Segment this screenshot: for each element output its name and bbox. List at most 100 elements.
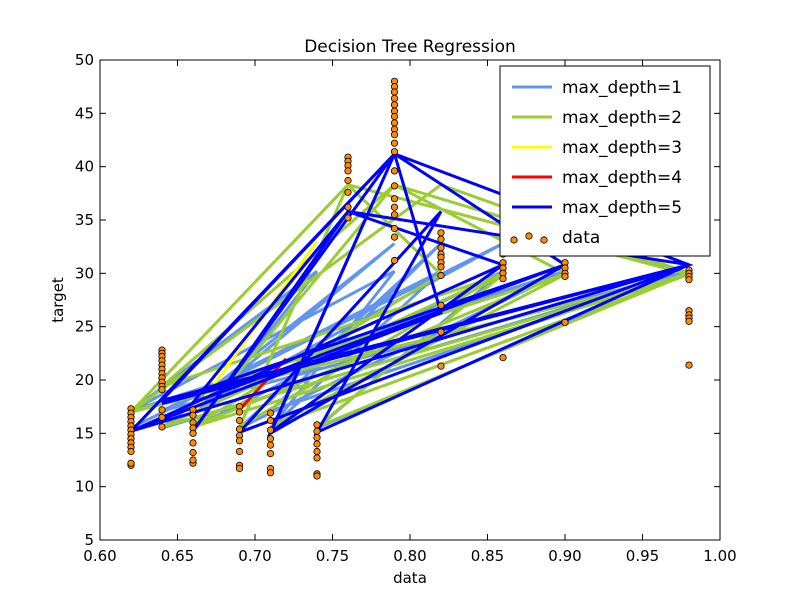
data-point (390, 195, 399, 203)
data-point (685, 276, 693, 284)
y-tick-label: 40 (75, 158, 94, 176)
x-tick-label: 0.80 (393, 547, 426, 565)
x-tick-label: 1.00 (703, 547, 736, 565)
data-point (235, 464, 244, 473)
data-point (344, 214, 352, 222)
data-point (437, 263, 445, 271)
legend-box (499, 65, 711, 257)
legend: max_depth=1 max_depth=2 max_depth=3 max_dep… (499, 65, 711, 257)
data-point (313, 421, 321, 429)
x-tick-label: 0.65 (161, 547, 194, 565)
data-point (390, 256, 399, 265)
y-tick-label: 20 (75, 371, 94, 389)
data-point (390, 139, 399, 147)
data-point (561, 272, 569, 281)
y-tick-label: 15 (75, 424, 94, 442)
data-point (158, 413, 166, 421)
data-point (266, 426, 275, 434)
legend-label-2: max_depth=2 (562, 108, 682, 128)
y-tick-label: 45 (75, 104, 94, 122)
data-point (266, 409, 275, 417)
data-point (390, 131, 399, 139)
y-axis-label: target (49, 277, 67, 323)
data-point (499, 275, 507, 283)
legend-marker-data (525, 232, 533, 240)
data-point (313, 447, 321, 456)
data-point (390, 101, 399, 109)
data-point (158, 406, 166, 414)
y-tick-label: 5 (84, 531, 94, 549)
legend-label-4: max_depth=4 (562, 168, 682, 188)
data-point (437, 244, 445, 252)
scatter-layer (127, 77, 693, 480)
data-point (390, 112, 399, 121)
data-point (313, 454, 321, 462)
data-point (189, 429, 197, 437)
data-point (189, 411, 197, 419)
y-tick-label: 50 (75, 51, 94, 69)
x-axis-label: data (393, 569, 427, 587)
data-point (235, 425, 244, 433)
data-point (437, 271, 445, 280)
y-tick-label: 25 (75, 318, 94, 336)
data-point (499, 353, 507, 362)
data-point (235, 437, 244, 445)
y-tick-label: 30 (75, 264, 94, 282)
data-point (313, 433, 321, 442)
x-tick-label: 0.95 (626, 547, 659, 565)
data-point (437, 362, 445, 370)
x-tick-label: 0.75 (316, 547, 349, 565)
data-point (390, 182, 399, 190)
x-tick-label: 0.70 (238, 547, 271, 565)
x-tick-label: 0.60 (83, 547, 116, 565)
x-tick-label: 0.85 (471, 547, 504, 565)
data-point (390, 224, 399, 233)
data-point (437, 328, 445, 336)
legend-label-1: max_depth=1 (562, 78, 682, 98)
data-point (390, 233, 399, 241)
data-point (390, 148, 399, 156)
data-point (344, 188, 352, 196)
data-point (266, 469, 275, 477)
data-point (266, 449, 275, 458)
data-point (390, 88, 399, 96)
legend-label-3: max_depth=3 (562, 138, 682, 158)
data-point (158, 423, 166, 431)
legend-label-data: data (562, 228, 600, 248)
data-point (127, 447, 135, 456)
series-line-4 (238, 357, 288, 411)
data-point (344, 176, 352, 185)
legend-marker-data (510, 236, 518, 244)
data-point (437, 301, 445, 309)
data-point (390, 167, 399, 175)
data-point (390, 94, 399, 103)
data-point (235, 416, 244, 425)
data-point (266, 435, 275, 443)
data-point (189, 456, 197, 464)
data-point (235, 447, 244, 456)
data-point (390, 211, 399, 219)
legend-label-5: max_depth=5 (562, 198, 682, 218)
data-point (561, 318, 569, 326)
data-point (685, 361, 693, 369)
data-point (313, 472, 321, 480)
data-point (437, 229, 445, 237)
ticks-layer: 0.60 0.65 0.70 0.75 0.80 0.85 0.90 0.95 1.00 5 10 1… (75, 51, 737, 565)
data-point (158, 385, 166, 394)
data-point (390, 203, 399, 211)
data-point (235, 408, 244, 416)
y-tick-label: 35 (75, 211, 94, 229)
data-point (685, 317, 693, 325)
data-point (437, 235, 445, 243)
data-point (313, 427, 321, 435)
data-point (313, 440, 321, 448)
chart-title: Decision Tree Regression (304, 37, 516, 57)
data-point (189, 448, 197, 457)
data-point (266, 441, 275, 449)
series-line-5 (129, 150, 694, 437)
data-point (344, 167, 352, 175)
data-point (390, 119, 399, 127)
data-point (344, 203, 352, 211)
y-tick-label: 10 (75, 478, 94, 496)
